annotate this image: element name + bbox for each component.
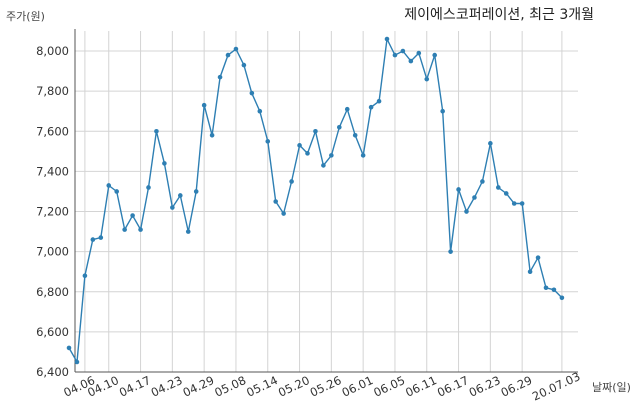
data-point — [392, 52, 398, 58]
y-tick-label: 7,200 — [36, 205, 69, 219]
x-tick-label: 04.17 — [117, 373, 153, 400]
data-point — [480, 179, 485, 184]
data-point — [185, 229, 191, 234]
data-point — [305, 151, 310, 156]
data-point — [82, 273, 88, 279]
data-point — [106, 183, 112, 188]
grid-layer — [75, 31, 578, 373]
data-point — [313, 128, 318, 134]
data-point — [337, 124, 342, 130]
data-point — [321, 163, 326, 168]
data-point — [209, 133, 215, 138]
x-tick-label: 05.14 — [244, 373, 280, 400]
data-point — [527, 269, 533, 275]
data-point — [146, 185, 151, 190]
data-point — [384, 36, 390, 42]
data-point — [249, 90, 255, 96]
data-point — [114, 189, 119, 194]
data-point — [440, 108, 445, 114]
y-tick-label: 7,600 — [36, 124, 69, 138]
data-point — [551, 287, 557, 293]
data-point — [535, 255, 541, 260]
data-point — [265, 139, 271, 144]
data-point — [329, 153, 334, 158]
data-point — [162, 161, 167, 166]
data-point — [90, 237, 96, 242]
data-point — [432, 52, 438, 58]
data-point — [193, 189, 199, 194]
y-tick-label: 7,400 — [36, 164, 69, 178]
data-point — [368, 104, 374, 110]
data-point — [511, 201, 517, 206]
y-tick-label: 7,000 — [36, 245, 69, 259]
data-point — [273, 199, 279, 204]
chart-title: 제이에스코퍼레이션, 최근 3개월 — [404, 7, 594, 23]
data-point — [464, 209, 469, 214]
data-point — [352, 133, 358, 138]
data-point — [74, 359, 80, 365]
data-point — [559, 295, 565, 301]
y-tick-label: 6,600 — [36, 325, 69, 339]
x-tick-label: 04.29 — [181, 373, 217, 400]
data-point — [217, 74, 223, 80]
data-point — [281, 211, 286, 216]
data-point — [98, 235, 104, 240]
data-point — [233, 46, 239, 52]
data-point — [241, 62, 247, 68]
data-point — [496, 185, 501, 190]
x-tick-label: 05.08 — [212, 373, 248, 400]
data-point — [376, 98, 382, 104]
data-point — [297, 143, 302, 148]
x-tick-label: 06.05 — [371, 373, 407, 400]
y-axis-label: 주가(원) — [6, 10, 45, 23]
data-point — [178, 193, 183, 198]
data-point — [257, 108, 263, 114]
data-point — [122, 227, 127, 232]
data-point — [456, 187, 461, 192]
data-point — [170, 205, 175, 210]
data-point — [138, 227, 143, 232]
data-point — [416, 50, 422, 56]
series-line — [68, 36, 563, 365]
data-point — [289, 179, 294, 184]
x-tick-label: 20.07.03 — [530, 369, 582, 403]
x-tick-label: 06.29 — [499, 373, 535, 400]
y-tick-label: 8,000 — [36, 44, 69, 58]
data-point — [519, 201, 525, 206]
x-tick-label: 06.23 — [467, 373, 503, 400]
data-point — [448, 249, 453, 254]
x-tick-label: 06.01 — [340, 373, 376, 400]
y-tick-label: 6,400 — [36, 365, 69, 379]
x-axis-label: 날짜(일) — [592, 380, 631, 394]
y-tick-label: 6,800 — [36, 285, 69, 299]
data-point — [408, 58, 414, 64]
data-point — [154, 128, 159, 134]
x-tick-label: 06.17 — [435, 373, 471, 400]
data-point — [503, 191, 509, 196]
data-point — [400, 48, 406, 54]
data-point — [344, 106, 350, 112]
data-point — [360, 153, 366, 158]
label-layer: 주가(원) 제이에스코퍼레이션, 최근 3개월 날짜(일) — [6, 7, 631, 394]
data-point — [130, 213, 135, 218]
data-point — [66, 345, 72, 351]
data-point — [472, 195, 477, 200]
x-tick-label: 05.26 — [308, 373, 344, 400]
data-point — [543, 285, 549, 291]
x-tick-label: 05.20 — [276, 373, 312, 400]
series-layer — [66, 36, 565, 365]
data-point — [225, 52, 231, 58]
x-tick-label: 04.23 — [149, 373, 185, 400]
data-point — [488, 141, 493, 146]
axis-layer: 6,400 6,600 6,800 7,000 7,200 7,400 7,600 7,800… — [36, 29, 582, 404]
y-tick-label: 7,800 — [36, 84, 69, 98]
data-point — [201, 102, 207, 108]
x-tick-label: 06.11 — [403, 373, 439, 400]
data-point — [424, 76, 430, 82]
